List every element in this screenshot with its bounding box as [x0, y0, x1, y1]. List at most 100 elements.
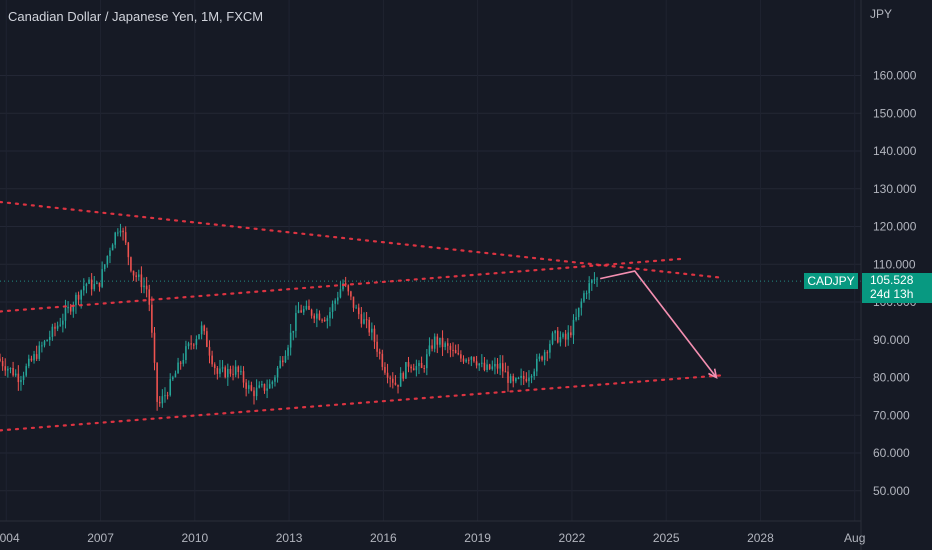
candle-body — [122, 230, 124, 233]
candle-body — [43, 341, 46, 346]
candle-body — [300, 310, 302, 313]
candle-body — [54, 326, 56, 329]
candle-body — [177, 362, 179, 374]
candle-body — [7, 368, 9, 371]
candle-body — [164, 395, 166, 397]
y-tick-label: 120.000 — [873, 220, 917, 234]
candle-body — [449, 345, 452, 350]
candle-body — [111, 244, 114, 251]
candle-body — [360, 314, 363, 324]
candle-body — [541, 356, 543, 360]
candle-body — [62, 320, 64, 325]
candle-body — [363, 319, 365, 324]
candle-body — [321, 319, 323, 321]
candle-body — [208, 346, 211, 356]
candle-body — [59, 324, 62, 326]
candle-body — [28, 358, 30, 367]
candle-body — [496, 363, 499, 369]
candle-body — [394, 382, 397, 385]
candle-body — [585, 293, 588, 295]
candle-body — [221, 367, 224, 369]
candle-body — [232, 373, 234, 375]
candle-body — [245, 382, 247, 389]
candle-body — [287, 347, 289, 356]
candle-body — [475, 361, 478, 366]
candle-body — [282, 360, 284, 363]
candle-body — [143, 285, 145, 288]
y-tick-label: 70.000 — [873, 408, 910, 422]
candle-body — [114, 232, 117, 245]
y-tick-label: 130.000 — [873, 182, 917, 196]
candle-body — [93, 283, 96, 290]
candle-body — [509, 376, 512, 383]
candle-body — [200, 325, 203, 335]
candle-body — [148, 289, 151, 305]
last-price-tag: 105.528 24d 13h — [862, 273, 932, 304]
projection-arrow — [600, 270, 718, 379]
candle-body — [310, 309, 313, 316]
y-tick-label: 60.000 — [873, 446, 910, 460]
arrow-head — [708, 368, 718, 379]
candle-body — [444, 343, 446, 348]
candle-body — [596, 278, 598, 280]
candle-body — [355, 307, 357, 309]
candle-body — [130, 257, 132, 271]
candle-body — [452, 349, 454, 351]
trendline — [0, 374, 724, 432]
candle-body — [302, 309, 305, 313]
candle-body — [64, 308, 67, 321]
candle-body — [156, 362, 158, 402]
candle-body — [583, 293, 585, 302]
candle-body — [88, 279, 90, 284]
candle-body — [263, 383, 266, 391]
candle-body — [22, 375, 25, 380]
trendline — [0, 257, 687, 313]
candle-body — [279, 360, 281, 368]
candle-body — [567, 332, 570, 340]
candle-body — [83, 286, 85, 291]
candle-body — [473, 356, 475, 362]
candle-body — [556, 330, 559, 343]
symbol-tag: CADJPY — [804, 273, 858, 290]
candle-body — [187, 343, 190, 347]
candle-body — [491, 366, 494, 369]
candle-body — [412, 368, 415, 371]
candle-body — [418, 362, 420, 367]
candle-body — [20, 379, 22, 383]
candle-body — [373, 328, 376, 342]
candle-body — [255, 387, 258, 397]
candle-body — [559, 337, 562, 343]
candle-body — [337, 297, 339, 301]
y-tick-label: 50.000 — [873, 484, 910, 498]
candle-body — [591, 280, 593, 284]
candle-body — [428, 345, 431, 355]
candle-body — [297, 310, 300, 314]
candle-body — [261, 383, 263, 386]
x-tick-label: 2004 — [0, 531, 20, 545]
candle-body — [318, 313, 321, 320]
candle-body — [538, 356, 541, 359]
candle-body — [35, 354, 38, 359]
candle-body — [56, 325, 59, 329]
candle-body — [75, 294, 77, 306]
candle-body — [593, 279, 596, 281]
candle-body — [316, 313, 318, 319]
candle-body — [292, 330, 295, 333]
last-price-value: 105.528 — [870, 273, 914, 288]
candle-body — [486, 364, 488, 370]
candle-body — [588, 283, 590, 294]
candle-body — [77, 294, 80, 300]
candle-body — [426, 354, 428, 369]
candle-body — [334, 300, 336, 304]
candle-body — [179, 362, 182, 364]
candle-body — [224, 367, 226, 378]
candle-body — [4, 366, 7, 371]
candle-body — [570, 332, 572, 336]
candle-body — [198, 334, 200, 340]
candle-body — [33, 354, 35, 361]
candle-body — [117, 232, 119, 234]
candle-body — [512, 376, 515, 382]
candle-body — [507, 371, 509, 383]
